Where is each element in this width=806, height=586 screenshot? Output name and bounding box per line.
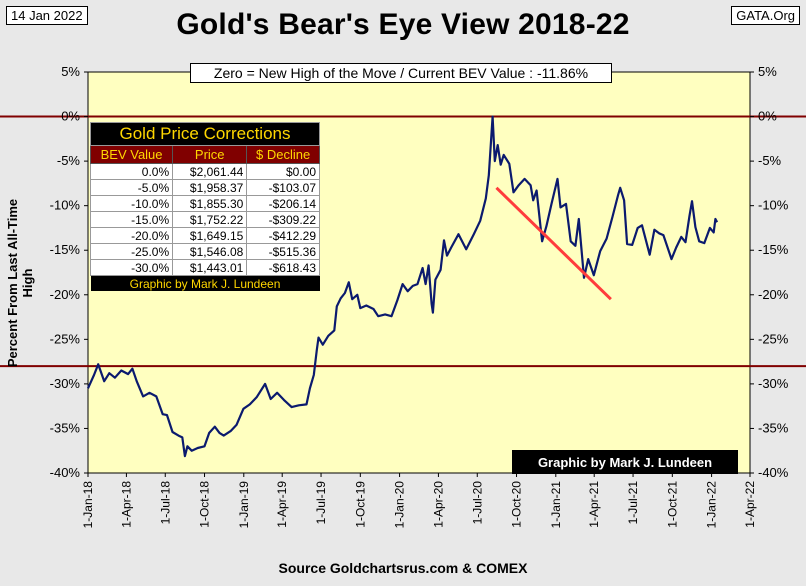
y-tick-label-left: -30% [50, 376, 81, 391]
y-tick-label-left: -15% [50, 242, 81, 257]
y-tick-label-right: -30% [758, 376, 789, 391]
table-header-cell: BEV Value [89, 145, 174, 164]
table-cell: $1,649.15 [172, 227, 248, 244]
y-tick-label-left: 5% [61, 64, 80, 79]
x-tick-label: 1-Apr-21 [587, 481, 601, 528]
x-tick-label: 1-Apr-18 [119, 481, 133, 528]
x-tick-label: 1-Apr-20 [431, 481, 445, 528]
y-tick-label-left: -25% [50, 331, 81, 346]
table-cell: $0.00 [246, 163, 320, 180]
x-tick-label: 1-Oct-18 [198, 481, 212, 528]
x-tick-label: 1-Jul-20 [470, 481, 484, 525]
y-tick-label-right: -25% [758, 331, 789, 346]
trend-line [495, 186, 612, 301]
x-tick-label: 1-Jul-18 [158, 481, 172, 525]
table-row: -30.0% $1,443.01 -$618.43 [89, 259, 320, 276]
table-row: -20.0% $1,649.15 -$412.29 [89, 227, 320, 244]
table-row: -15.0% $1,752.22 -$309.22 [89, 211, 320, 228]
x-tick-label: 1-Apr-19 [275, 481, 289, 528]
table-cell: -30.0% [89, 259, 174, 276]
source-label: GATA.Org [731, 6, 800, 25]
table-row: 0.0% $2,061.44 $0.00 [89, 163, 320, 180]
y-tick-label-left: -35% [50, 420, 81, 435]
x-tick-label: 1-Apr-22 [743, 481, 757, 528]
x-tick-label: 1-Jul-21 [626, 481, 640, 525]
x-axis-source-label: Source Goldchartsrus.com & COMEX [278, 560, 528, 576]
y-tick-label-right: -15% [758, 242, 789, 257]
table-cell: $2,061.44 [172, 163, 248, 180]
table-cell: $1,855.30 [172, 195, 248, 212]
x-tick-label: 1-Jul-19 [314, 481, 328, 525]
y-tick-label-right: 0% [758, 109, 777, 124]
x-tick-label: 1-Jan-21 [549, 481, 563, 529]
table-cell: -$412.29 [246, 227, 320, 244]
table-cell: -25.0% [89, 243, 174, 260]
corrections-table-credit: Graphic by Mark J. Lundeen [90, 275, 320, 291]
y-axis-label: Percent From Last All-Time High [5, 198, 35, 368]
table-cell: $1,443.01 [172, 259, 248, 276]
table-cell: -10.0% [89, 195, 174, 212]
x-tick-label: 1-Jan-20 [393, 481, 407, 529]
table-row: -25.0% $1,546.08 -$515.36 [89, 243, 320, 260]
y-tick-label-left: -5% [57, 153, 81, 168]
table-cell: $1,752.22 [172, 211, 248, 228]
table-cell: -$618.43 [246, 259, 320, 276]
y-tick-label-right: -20% [758, 287, 789, 302]
y-tick-label-right: -35% [758, 420, 789, 435]
table-cell: -$515.36 [246, 243, 320, 260]
x-tick-label: 1-Jan-19 [237, 481, 251, 529]
x-tick-label: 1-Jan-22 [705, 481, 719, 529]
x-tick-label: 1-Jan-18 [81, 481, 95, 529]
y-tick-label-left: -20% [50, 287, 81, 302]
y-tick-label-left: -10% [50, 198, 81, 213]
y-tick-label-right: -40% [758, 465, 789, 480]
table-cell: -15.0% [89, 211, 174, 228]
y-tick-label-right: -10% [758, 198, 789, 213]
table-row: -10.0% $1,855.30 -$206.14 [89, 195, 320, 212]
chart-subtitle: Zero = New High of the Move / Current BE… [190, 63, 612, 83]
table-cell: -$103.07 [246, 179, 320, 196]
x-tick-label: 1-Oct-19 [353, 481, 367, 528]
table-cell: $1,546.08 [172, 243, 248, 260]
graphic-credit: Graphic by Mark J. Lundeen [512, 450, 738, 474]
table-cell: -20.0% [89, 227, 174, 244]
table-cell: -$206.14 [246, 195, 320, 212]
table-header-cell: Price [172, 145, 248, 164]
table-row: -5.0% $1,958.37 -$103.07 [89, 179, 320, 196]
table-header-cell: $ Decline [246, 145, 320, 164]
y-tick-label-right: 5% [758, 64, 777, 79]
table-cell: $1,958.37 [172, 179, 248, 196]
table-cell: -$309.22 [246, 211, 320, 228]
corrections-table: Gold Price Corrections BEV Value Price $ D… [89, 122, 320, 291]
series-line [86, 115, 719, 458]
date-label: 14 Jan 2022 [6, 6, 88, 25]
table-cell: -5.0% [89, 179, 174, 196]
y-tick-label-left: 0% [61, 109, 80, 124]
y-tick-label-left: -40% [50, 465, 81, 480]
y-tick-label-right: -5% [758, 153, 782, 168]
table-cell: 0.0% [89, 163, 174, 180]
x-tick-label: 1-Oct-20 [510, 481, 524, 528]
chart-title: Gold's Bear's Eye View 2018-22 [176, 8, 630, 41]
x-tick-label: 1-Oct-21 [665, 481, 679, 528]
corrections-table-title: Gold Price Corrections [90, 122, 320, 146]
